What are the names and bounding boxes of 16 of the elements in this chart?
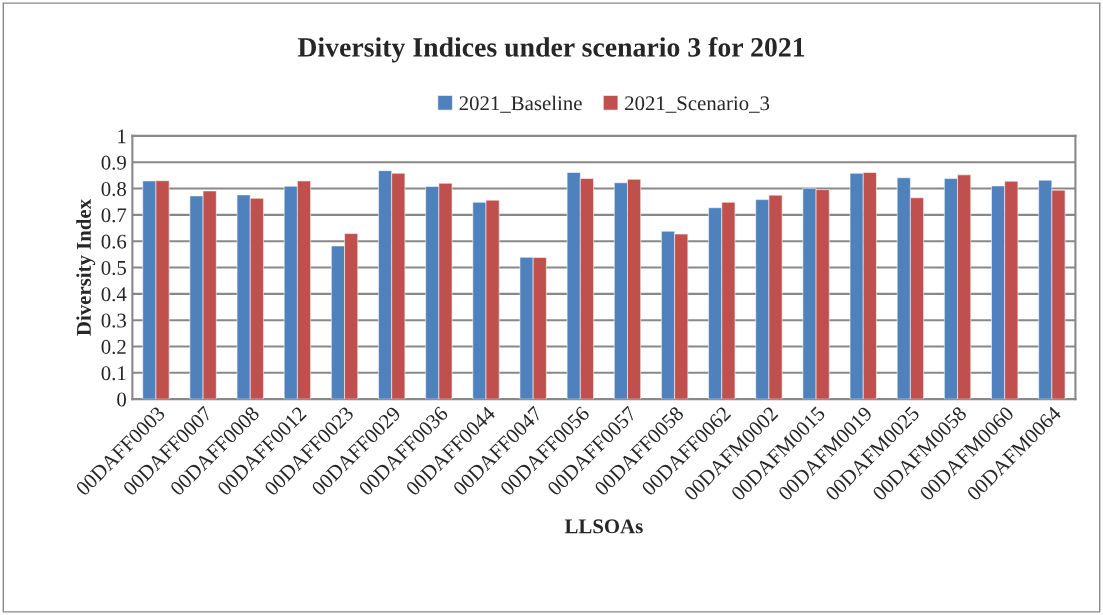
y-tick-label: 0.9 (101, 155, 126, 170)
y-tick-label: 0.6 (101, 234, 127, 249)
y-tick-label: 0.5 (101, 260, 126, 276)
y-tick-label: 0.4 (101, 287, 127, 302)
y-tick-label: 0.7 (101, 208, 127, 223)
x-axis-title: LLSOAs (564, 519, 643, 534)
y-axis-title: Diversity Index (76, 199, 96, 336)
y-tick-label: 1 (118, 129, 126, 144)
legend-label: 2021_Baseline (459, 95, 582, 113)
chart-title: Diversity Indices under scenario 3 for 2021 (297, 36, 805, 63)
y-tick-label: 0.2 (101, 339, 126, 355)
y-tick-label: 0 (117, 392, 127, 407)
y-tick-label: 0.3 (101, 313, 126, 328)
y-tick-label: 0.1 (101, 366, 126, 381)
y-tick-label: 0.8 (101, 181, 127, 197)
legend-label: 2021_Scenario_3 (625, 96, 770, 113)
